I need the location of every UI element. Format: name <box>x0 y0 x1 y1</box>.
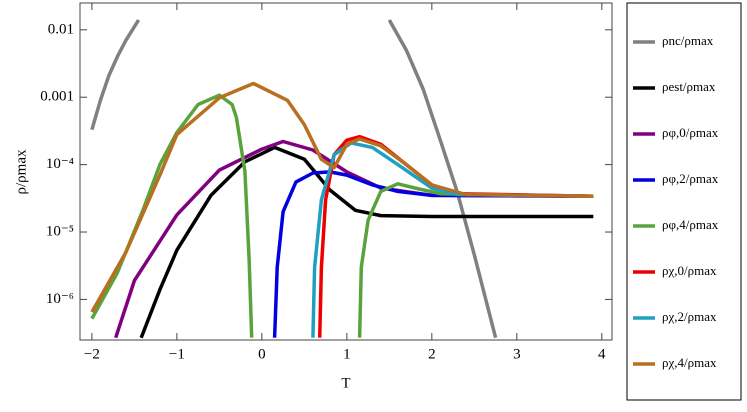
legend-label: ρφ,0/ρmax <box>662 125 719 140</box>
legend-label: ρχ,0/ρmax <box>662 263 717 278</box>
series-line <box>90 19 498 339</box>
legend: ρnc/ρmax ρest/ρmax ρφ,0/ρmax ρφ,2/ρmax ρφ,4/… <box>633 33 719 370</box>
y-tick-label: 10⁻⁴ <box>46 156 74 172</box>
x-axis-label: T <box>341 375 350 391</box>
x-tick-label: −1 <box>169 346 185 362</box>
series-line <box>90 81 594 313</box>
y-tick-label: 10⁻⁵ <box>46 223 74 239</box>
plot-lines <box>90 19 594 339</box>
plot-frame <box>79 2 613 341</box>
y-axis-label: ρ/ρmax <box>13 149 29 194</box>
legend-label: ρφ,2/ρmax <box>662 171 719 186</box>
legend-label: ρφ,4/ρmax <box>662 217 719 232</box>
x-tick-label: 3 <box>513 346 521 362</box>
y-tick-label: 10⁻⁶ <box>46 291 74 307</box>
x-tick-label: 2 <box>428 346 436 362</box>
x-tick-label: −2 <box>84 346 100 362</box>
legend-label: ρest/ρmax <box>662 79 716 94</box>
x-tick-label: 0 <box>258 346 266 362</box>
series-line <box>311 141 594 338</box>
y-tick-label: 0.001 <box>40 89 74 105</box>
series-line <box>139 145 594 339</box>
x-tick-label: 1 <box>343 346 351 362</box>
series-line <box>114 139 594 339</box>
legend-label: ρnc/ρmax <box>662 33 714 48</box>
x-tick-label: 4 <box>598 346 606 362</box>
y-tick-label: 0.01 <box>48 21 74 37</box>
legend-label: ρχ,2/ρmax <box>662 309 717 324</box>
legend-label: ρχ,4/ρmax <box>662 355 717 370</box>
legend-box <box>626 2 742 401</box>
